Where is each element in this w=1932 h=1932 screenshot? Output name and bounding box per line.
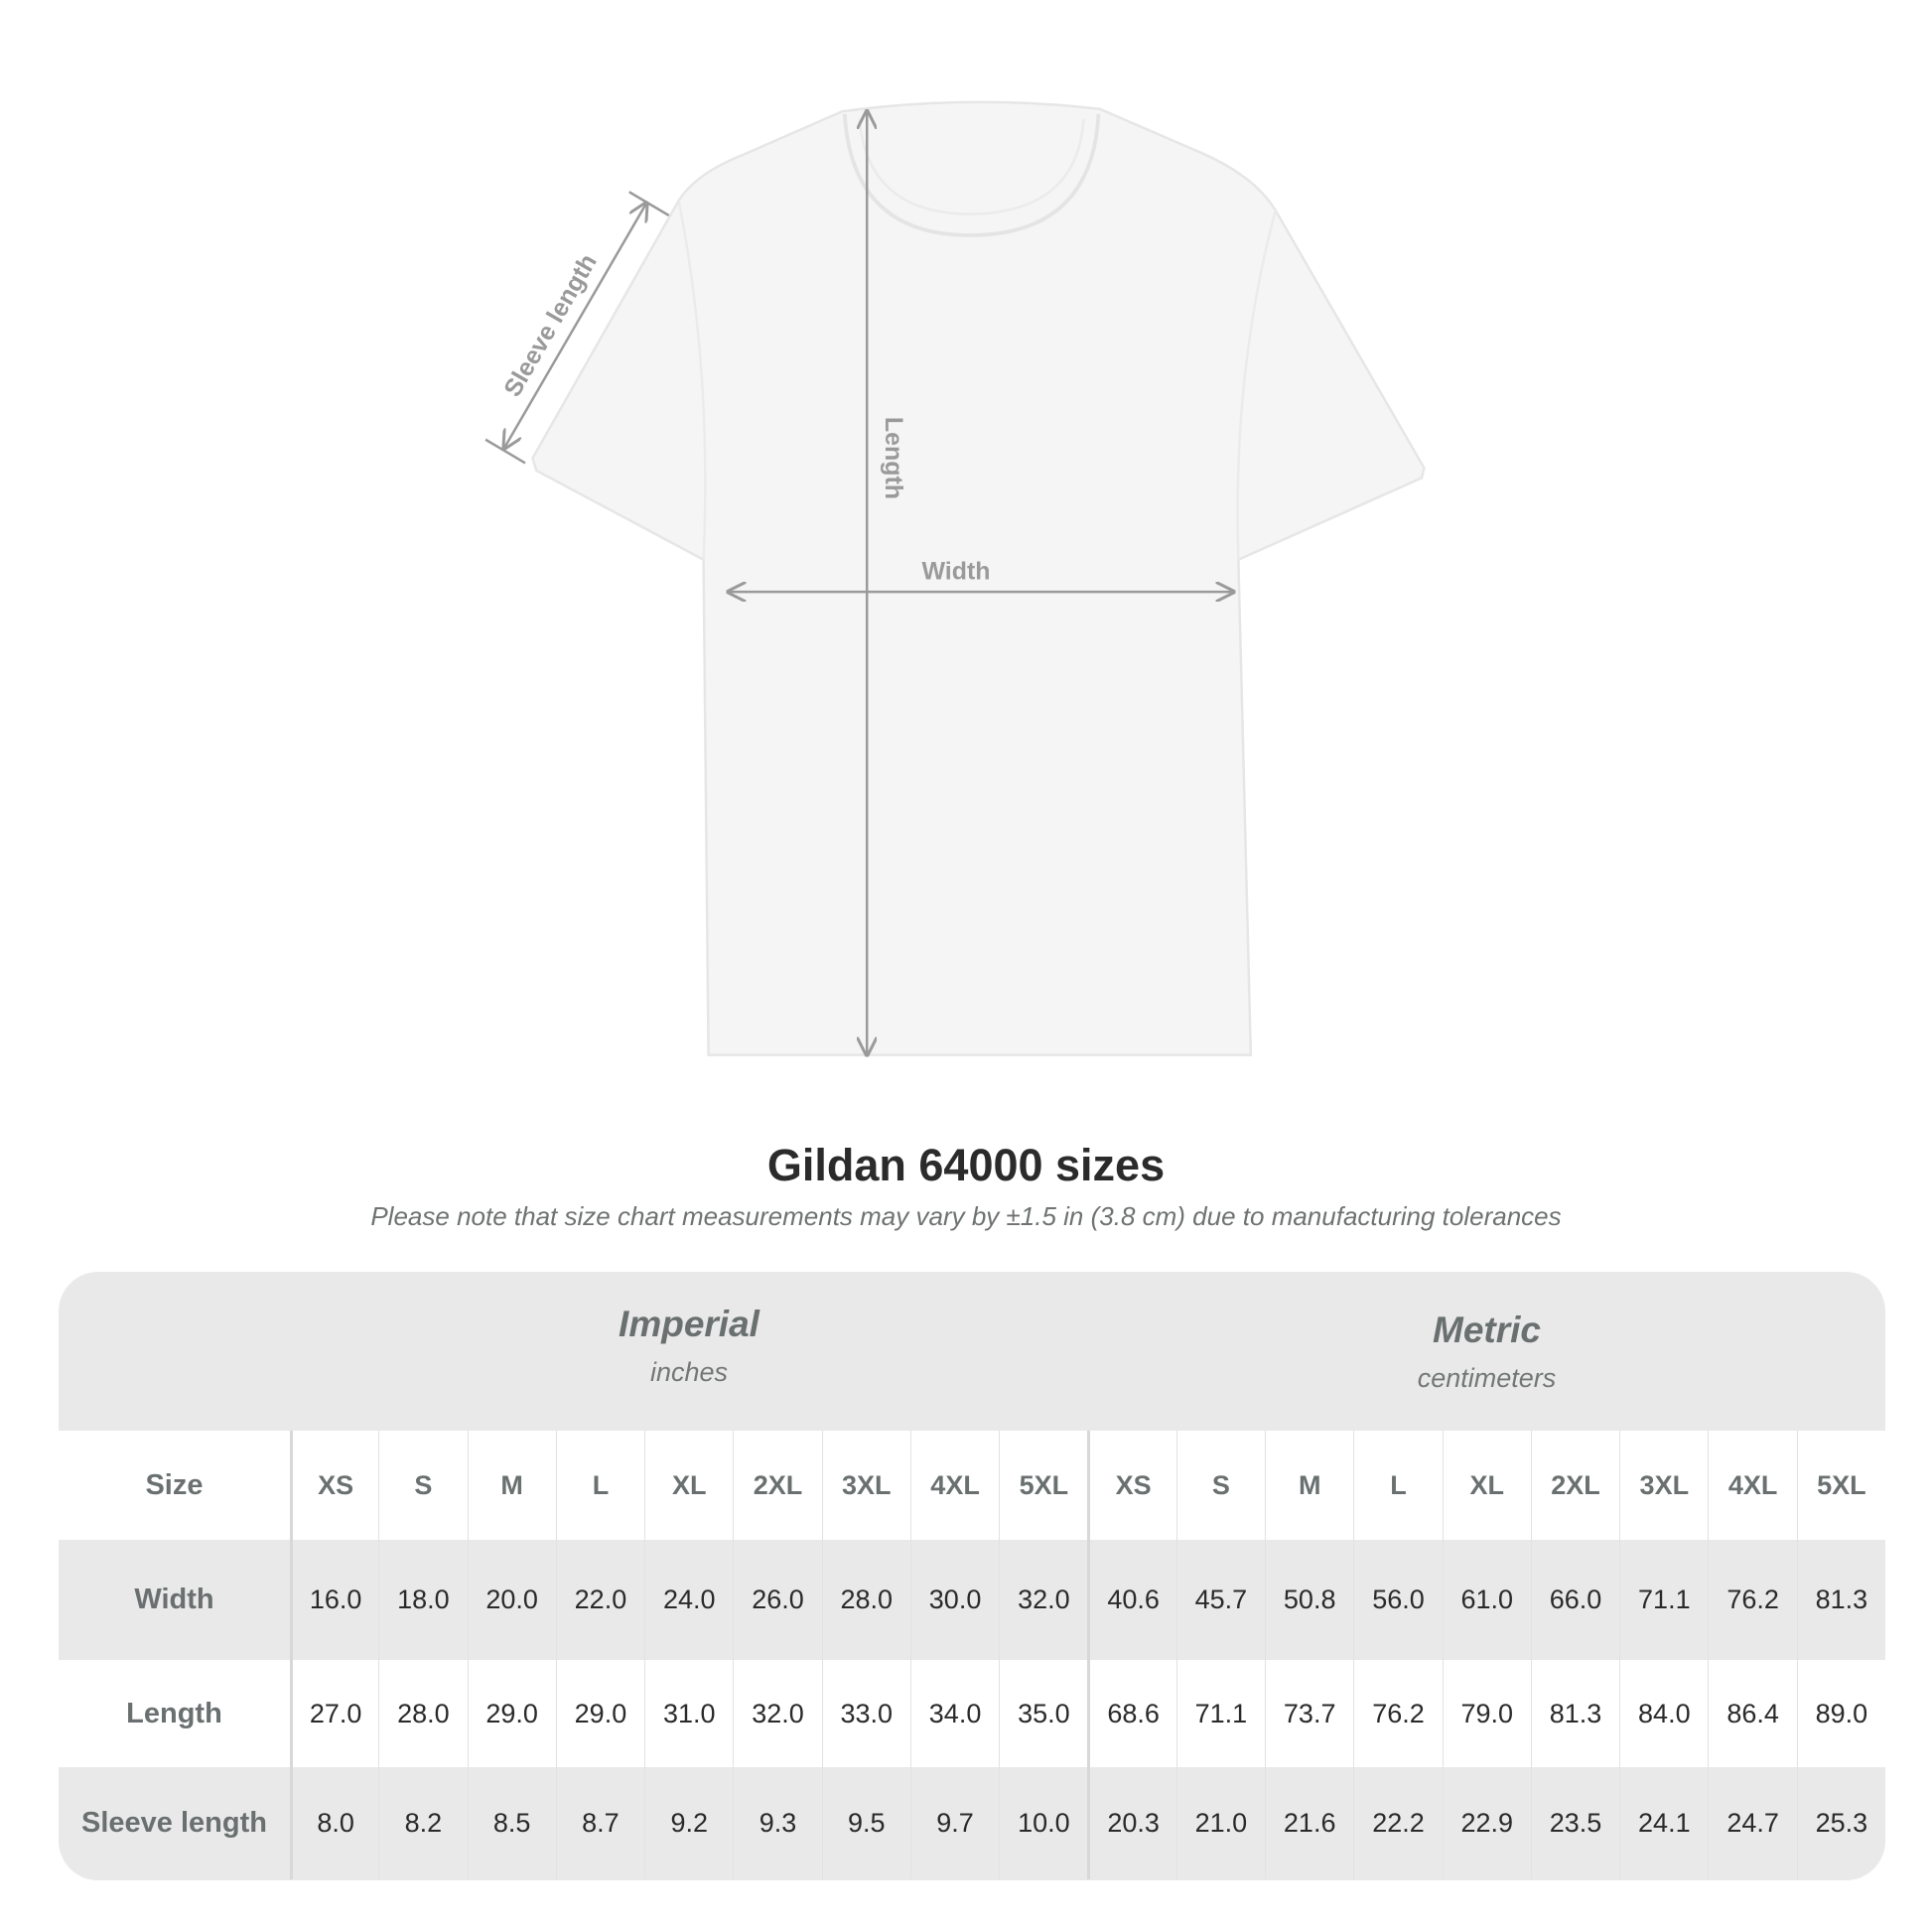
metric-value-cell: 22.2 [1353, 1767, 1442, 1879]
metric-size-header: M [1265, 1431, 1353, 1540]
metric-value-cell: 66.0 [1530, 1540, 1619, 1660]
metric-value-cell: 56.0 [1353, 1540, 1442, 1660]
imperial-value-cell: 20.0 [467, 1540, 556, 1660]
imperial-value-cell: 28.0 [378, 1660, 467, 1767]
imperial-size-header: 4XL [909, 1431, 999, 1540]
metric-value-cell: 84.0 [1619, 1660, 1708, 1767]
metric-unit: centimeters [1417, 1363, 1557, 1393]
imperial-unit: inches [649, 1357, 729, 1387]
imperial-value-cell: 18.0 [378, 1540, 467, 1660]
imperial-size-header: 2XL [733, 1431, 821, 1540]
imperial-value-cell: 16.0 [289, 1540, 378, 1660]
imperial-title: Imperial [619, 1304, 759, 1344]
row-label: Width [134, 1584, 214, 1615]
metric-value-cell: 71.1 [1619, 1540, 1708, 1660]
width-label: Width [922, 558, 991, 586]
imperial-value-cell: 22.0 [555, 1540, 644, 1660]
metric-value-cell: 24.7 [1708, 1767, 1796, 1879]
imperial-value-cell: 28.0 [821, 1540, 910, 1660]
metric-value-cell: 86.4 [1708, 1660, 1796, 1767]
length-label: Length [880, 417, 907, 499]
row-label: Sleeve length [80, 1807, 267, 1839]
metric-value-cell: 79.0 [1442, 1660, 1531, 1767]
imperial-value-cell: 8.7 [555, 1767, 644, 1879]
tshirt-diagram: Length Width Sleeve length [484, 100, 1426, 1092]
imperial-value-cell: 31.0 [644, 1660, 733, 1767]
row-label: Size [145, 1468, 204, 1501]
table-row-length: Length 27.0 28.0 29.0 29.0 31.0 32.0 33.0 34.0 35… [59, 1660, 1885, 1767]
metric-size-header: 3XL [1619, 1431, 1708, 1540]
metric-value-cell: 68.6 [1087, 1660, 1175, 1767]
metric-value-cell: 61.0 [1442, 1540, 1531, 1660]
metric-value-cell: 40.6 [1087, 1540, 1175, 1660]
metric-value-cell: 20.3 [1087, 1767, 1175, 1879]
imperial-value-cell: 27.0 [289, 1660, 378, 1767]
metric-value-cell: 25.3 [1796, 1767, 1885, 1879]
metric-size-header: L [1353, 1431, 1442, 1540]
metric-title: Metric [1433, 1310, 1541, 1350]
metric-size-header: XS [1087, 1431, 1175, 1540]
metric-size-header: 4XL [1708, 1431, 1796, 1540]
imperial-value-cell: 29.0 [555, 1660, 644, 1767]
imperial-size-header: 3XL [821, 1431, 910, 1540]
imperial-value-cell: 9.5 [821, 1767, 910, 1879]
table-row-width: Width 16.0 18.0 20.0 22.0 24.0 26.0 28.0 30.0 32.… [59, 1540, 1885, 1660]
imperial-size-header: XS [289, 1431, 378, 1540]
metric-size-header: XL [1442, 1431, 1531, 1540]
row-label: Length [126, 1697, 222, 1729]
imperial-size-header: XL [644, 1431, 733, 1540]
imperial-size-header: 5XL [999, 1431, 1087, 1540]
imperial-value-cell: 29.0 [467, 1660, 556, 1767]
size-table: Imperial inches Metric centimeters Size X… [59, 1272, 1885, 1880]
tshirt-body [531, 100, 1426, 1056]
imperial-value-cell: 10.0 [999, 1767, 1087, 1879]
imperial-value-cell: 8.5 [467, 1767, 556, 1879]
metric-value-cell: 89.0 [1796, 1660, 1885, 1767]
imperial-value-cell: 9.3 [733, 1767, 821, 1879]
metric-size-header: S [1175, 1431, 1265, 1540]
imperial-size-header: S [378, 1431, 467, 1540]
imperial-value-cell: 32.0 [733, 1660, 821, 1767]
imperial-size-header: M [467, 1431, 556, 1540]
imperial-value-cell: 9.7 [909, 1767, 999, 1879]
imperial-value-cell: 26.0 [733, 1540, 821, 1660]
metric-value-cell: 21.6 [1265, 1767, 1353, 1879]
metric-value-cell: 76.2 [1353, 1660, 1442, 1767]
imperial-value-cell: 32.0 [999, 1540, 1087, 1660]
metric-value-cell: 24.1 [1619, 1767, 1708, 1879]
imperial-value-cell: 9.2 [644, 1767, 733, 1879]
imperial-value-cell: 8.2 [378, 1767, 467, 1879]
table-row-sleeve-length: Sleeve length 8.0 8.2 8.5 8.7 9.2 9.3 9.5 9.7 10.… [59, 1767, 1885, 1879]
metric-value-cell: 21.0 [1175, 1767, 1265, 1879]
imperial-value-cell: 34.0 [909, 1660, 999, 1767]
metric-value-cell: 71.1 [1175, 1660, 1265, 1767]
imperial-value-cell: 24.0 [644, 1540, 733, 1660]
metric-value-cell: 73.7 [1265, 1660, 1353, 1767]
imperial-value-cell: 35.0 [999, 1660, 1087, 1767]
size-header-row: Size XS S M L XL 2XL 3XL 4XL 5XL XS S M L XL 2XL 3XL 4XL 5… [59, 1431, 1885, 1540]
metric-value-cell: 22.9 [1442, 1767, 1531, 1879]
metric-value-cell: 50.8 [1265, 1540, 1353, 1660]
metric-value-cell: 76.2 [1708, 1540, 1796, 1660]
metric-value-cell: 45.7 [1175, 1540, 1265, 1660]
imperial-value-cell: 30.0 [909, 1540, 999, 1660]
imperial-size-header: L [555, 1431, 644, 1540]
imperial-value-cell: 33.0 [821, 1660, 910, 1767]
metric-value-cell: 81.3 [1796, 1540, 1885, 1660]
metric-size-header: 2XL [1530, 1431, 1619, 1540]
metric-value-cell: 81.3 [1530, 1660, 1619, 1767]
metric-value-cell: 23.5 [1530, 1767, 1619, 1879]
imperial-header: Imperial inches [290, 1304, 1088, 1462]
tolerance-note: Please note that size chart measurements… [370, 1201, 1562, 1231]
sleeve-arrow [484, 191, 670, 465]
page-title: Gildan 64000 sizes [766, 1140, 1166, 1190]
metric-header: Metric centimeters [1088, 1310, 1885, 1468]
imperial-value-cell: 8.0 [289, 1767, 378, 1879]
metric-size-header: 5XL [1796, 1431, 1885, 1540]
